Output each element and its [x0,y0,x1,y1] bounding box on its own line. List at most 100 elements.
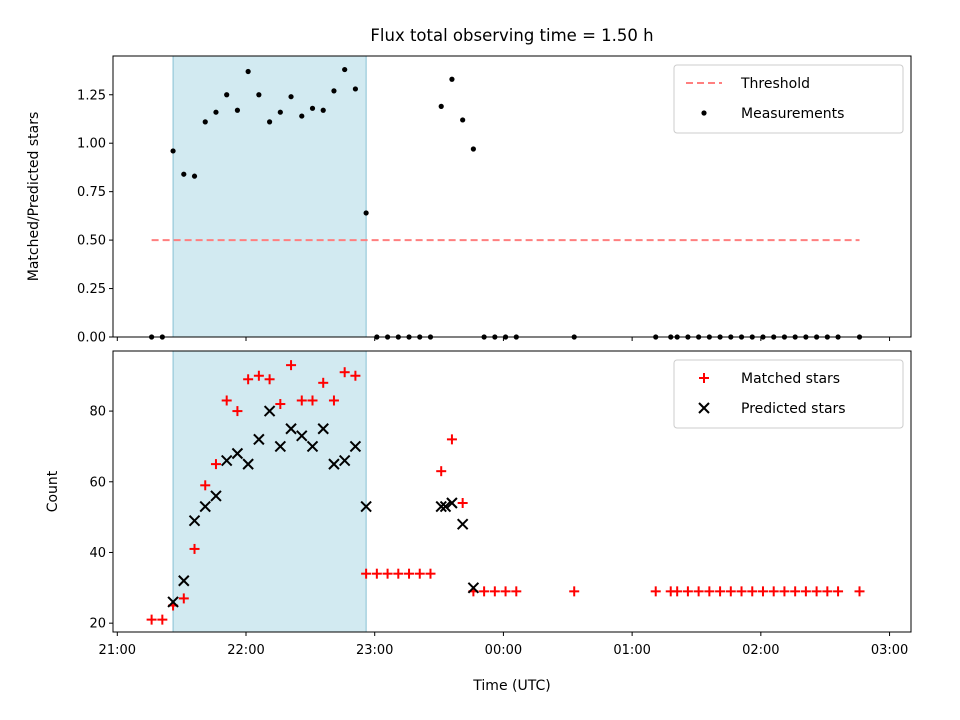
marker-stroke [167,596,179,608]
matched-star-marker [715,586,726,597]
marker-stroke [698,402,710,414]
matched-star-marker [350,370,361,381]
matched-star-marker [393,568,404,579]
bottom-panel: 20 40 60 80 21:00 22:00 23:00 00:00 01:00 02:00 03… [45,350,912,694]
predicted-star-marker [439,500,452,513]
predicted-star-marker [253,433,265,446]
matched-star-marker [361,568,372,579]
matched-star-marker [811,586,822,597]
measurement-point [202,119,208,125]
matched-star-marker [446,434,457,445]
matched-star-marker [457,497,468,508]
y-tick-label: 1.25 [77,88,106,103]
predicted-star-marker [296,430,308,442]
matched-star-marker [339,367,350,378]
axes-frame [112,55,912,338]
predicted-star-marker [349,440,362,453]
y-tick-label: 20 [89,617,106,632]
matched-star-marker [264,374,275,385]
measurement-point [309,105,316,111]
matched-star-marker [650,586,661,597]
marker-stroke [220,454,233,467]
matched-star-marker [436,466,447,477]
legend-box [673,359,904,429]
measurement-point [181,171,187,177]
marker-stroke [231,447,244,460]
measurement-point [470,146,476,152]
marker-stroke [210,490,222,502]
y-tick-label: 0.50 [77,234,106,249]
marker-stroke [467,582,480,594]
marker-stroke [338,454,351,467]
predicted-star-marker [231,447,244,460]
matched-star-marker [243,374,254,385]
y-tick-label: 80 [89,405,106,420]
matched-star-marker [693,586,704,597]
matched-star-marker [672,586,683,597]
matched-star-marker [790,586,801,597]
matched-star-marker [500,586,511,597]
marker-stroke [446,497,458,509]
legend: Threshold Measurements [673,64,904,134]
measurement-point [460,117,466,123]
y-tick-label: 0.75 [77,185,106,200]
matched-star-marker [779,586,790,597]
matched-star-marker [232,406,243,417]
matched-star-marker [221,395,232,406]
chart-title: Flux total observing time = 1.50 h [370,26,653,45]
matched-star-marker [210,459,221,470]
legend-box [673,64,904,134]
predicted-star-marker [199,500,211,513]
x-tick-label: 01:00 [613,643,650,658]
measurement-point [245,68,251,75]
matched-star-marker [318,377,329,388]
matched-star-marker [479,586,490,597]
matched-star-marker [757,586,768,597]
predicted-star-marker [328,458,340,470]
predicted-star-marker [210,490,222,502]
marker-stroke [328,458,340,470]
matched-star-marker [371,568,382,579]
matched-star-marker [178,593,189,604]
matched-star-marker [822,586,833,597]
matched-star-marker [511,586,522,597]
measurement-point [438,103,444,109]
matched-star-marker [704,586,715,597]
y-tick-label: 0.00 [77,331,106,346]
marker-stroke [178,575,190,587]
y-tick-label: 0.25 [77,282,106,297]
legend-label: Measurements [741,106,844,122]
measurement-point [234,107,241,113]
marker-stroke [435,500,447,513]
matched-star-marker [800,586,811,597]
matched-star-marker [682,586,693,597]
matched-star-marker [307,395,318,406]
predicted-star-marker [178,575,190,587]
observing-span [173,351,367,632]
matched-star-marker [489,586,500,597]
measurement-point [213,109,219,115]
predicted-star-marker [274,440,287,453]
legend-label: Matched stars [741,371,840,387]
marker-stroke [360,500,372,513]
measurement-point [320,107,326,113]
marker-stroke [296,430,308,442]
matched-star-marker [747,586,758,597]
measurement-point [331,88,337,94]
predicted-star-marker [306,440,319,453]
marker-stroke [439,500,452,513]
measurement-point [266,119,273,125]
top-panel: 0.00 0.25 0.50 0.75 1.00 1.25 Matched/Predicte… [26,26,912,346]
measurement-point [449,76,455,82]
x-tick-label: 00:00 [485,643,522,658]
legend-predicted-swatch [698,402,710,414]
predicted-star-marker [446,497,458,509]
marker-stroke [242,458,254,470]
measurement-point [342,66,348,73]
x-tick-label: 03:00 [871,643,908,658]
predicted-star-marker [456,518,469,530]
predicted-star-marker [263,405,276,417]
marker-stroke [349,440,362,453]
predicted-star-marker [360,500,372,513]
